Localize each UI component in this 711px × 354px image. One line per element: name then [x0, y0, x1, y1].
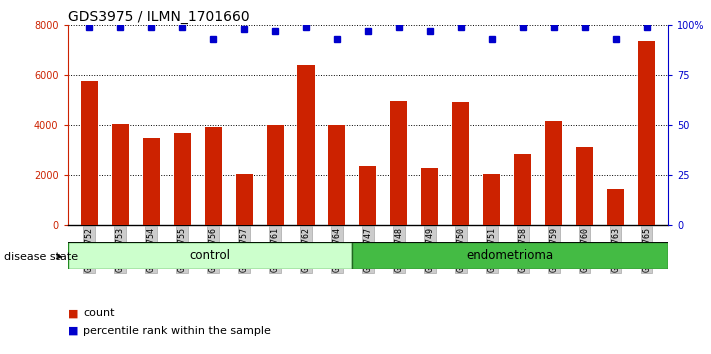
- Bar: [68, 242, 352, 269]
- Bar: [297, 65, 314, 225]
- Text: GSM572759: GSM572759: [550, 227, 558, 272]
- Text: count: count: [83, 308, 114, 318]
- Text: GSM572752: GSM572752: [85, 227, 94, 272]
- Text: GSM572753: GSM572753: [116, 227, 124, 272]
- Text: ■: ■: [68, 326, 78, 336]
- Bar: [514, 154, 531, 225]
- Text: GSM572755: GSM572755: [178, 227, 186, 272]
- Text: GSM572760: GSM572760: [580, 227, 589, 272]
- Bar: [81, 81, 97, 225]
- Bar: [638, 41, 655, 225]
- Text: GSM572764: GSM572764: [333, 227, 341, 272]
- Text: endometrioma: endometrioma: [466, 249, 554, 262]
- Text: GSM572756: GSM572756: [208, 227, 218, 272]
- Text: GSM572762: GSM572762: [301, 227, 311, 272]
- Text: GSM572761: GSM572761: [271, 227, 279, 272]
- Text: GSM572757: GSM572757: [240, 227, 249, 272]
- Bar: [205, 127, 222, 225]
- Text: disease state: disease state: [4, 252, 77, 262]
- Bar: [576, 147, 593, 225]
- Text: GSM572758: GSM572758: [518, 227, 528, 272]
- Text: GSM572763: GSM572763: [611, 227, 620, 272]
- Bar: [267, 125, 284, 225]
- Bar: [422, 168, 439, 225]
- Bar: [352, 242, 668, 269]
- Bar: [360, 166, 376, 225]
- Text: GSM572751: GSM572751: [487, 227, 496, 272]
- Bar: [483, 174, 501, 225]
- Text: percentile rank within the sample: percentile rank within the sample: [83, 326, 271, 336]
- Text: GSM572765: GSM572765: [642, 227, 651, 272]
- Text: control: control: [189, 249, 230, 262]
- Text: GSM572754: GSM572754: [146, 227, 156, 272]
- Text: GDS3975 / ILMN_1701660: GDS3975 / ILMN_1701660: [68, 10, 249, 24]
- Text: GSM572747: GSM572747: [363, 227, 373, 272]
- Bar: [452, 102, 469, 225]
- Text: GSM572750: GSM572750: [456, 227, 465, 272]
- Bar: [235, 173, 252, 225]
- Bar: [328, 125, 346, 225]
- Text: ■: ■: [68, 308, 78, 318]
- Bar: [390, 101, 407, 225]
- Bar: [143, 138, 160, 225]
- Text: GSM572749: GSM572749: [425, 227, 434, 272]
- Bar: [545, 121, 562, 225]
- Bar: [607, 189, 624, 225]
- Bar: [173, 133, 191, 225]
- Bar: [112, 124, 129, 225]
- Text: GSM572748: GSM572748: [395, 227, 403, 272]
